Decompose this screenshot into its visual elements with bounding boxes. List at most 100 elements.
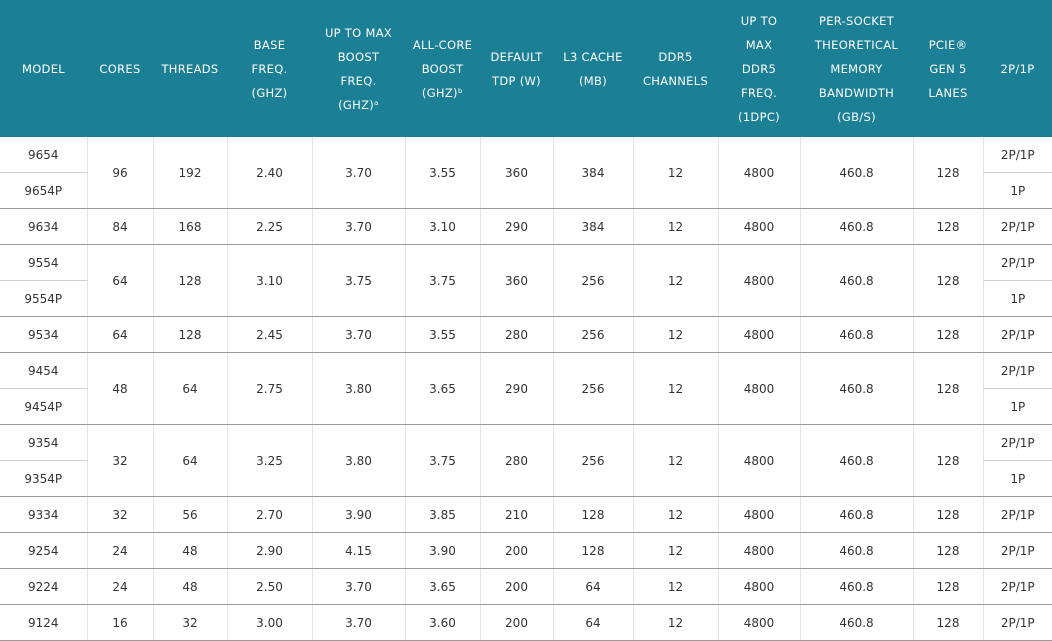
spec-cell: 3.55 [404, 137, 480, 209]
spec-cell: 84 [86, 208, 153, 245]
spec-cell: 48 [152, 532, 227, 569]
spec-cell: 3.70 [311, 208, 405, 245]
spec-cell: 384 [552, 208, 633, 245]
spec-cell: 64 [86, 316, 153, 353]
spec-cell: 3.85 [404, 496, 480, 533]
header-line: (GHZ) [251, 85, 288, 100]
spec-cell: 32 [152, 604, 227, 641]
column-header: UP TO MAX BOOST FREQ. (GHZ)ᵃ [312, 0, 405, 137]
spec-cell: 48 [86, 352, 153, 425]
header-line: UP TO [740, 13, 778, 28]
spec-cell: 290 [479, 352, 553, 425]
model-cell: 9654P [0, 172, 87, 209]
model-cell: 9454 [0, 352, 87, 389]
spec-cell: 128 [552, 496, 633, 533]
spec-cell: 12 [632, 604, 718, 641]
spec-cell: 3.90 [311, 496, 405, 533]
column-header: MODEL [0, 0, 87, 137]
table-row: 9124 16 32 3.00 3.70 3.60 200 64 12 4800 460.8 128 2… [0, 604, 1052, 641]
spec-cell: 4800 [717, 208, 800, 245]
spec-cell: 3.65 [404, 352, 480, 425]
spec-cell: 210 [479, 496, 553, 533]
spec-cell: 256 [552, 244, 633, 317]
table-row: 9454 48 64 2.75 3.80 3.65 290 256 12 4800 460.8 128… [0, 352, 1052, 425]
spec-cell: 12 [632, 496, 718, 533]
column-header: BASE FREQ. (GHZ) [227, 0, 312, 137]
spec-cell: 3.75 [404, 244, 480, 317]
spec-cell: 16 [86, 604, 153, 641]
spec-cell: 128 [552, 532, 633, 569]
spec-cell: 96 [86, 137, 153, 209]
header-line: PCIE® [928, 37, 968, 52]
spec-cell: 460.8 [799, 137, 913, 209]
spec-cell: 4800 [717, 424, 800, 497]
spec-cell: 3.10 [226, 244, 312, 317]
table-row: 9654P 1P [0, 172, 1052, 209]
spec-cell: 460.8 [799, 532, 913, 569]
spec-cell: 4800 [717, 137, 800, 209]
header-line: FREQ. [251, 61, 288, 76]
spec-cell: 48 [152, 568, 227, 605]
header-line: BOOST [337, 49, 380, 64]
spec-cell: 4800 [717, 352, 800, 425]
spec-cell: 460.8 [799, 208, 913, 245]
spec-cell: 200 [479, 568, 553, 605]
table-row: 9224 24 48 2.50 3.70 3.65 200 64 12 4800 460.8 128 2… [0, 568, 1052, 605]
platform-cell: 2P/1P [982, 496, 1052, 533]
header-line: DDR5 [741, 61, 777, 76]
model-cell: 9354P [0, 460, 87, 497]
spec-cell: 128 [912, 496, 983, 533]
spec-cell: 128 [912, 568, 983, 605]
table-row: 9254 24 48 2.90 4.15 3.90 200 128 12 4800 460.8 128… [0, 532, 1052, 569]
spec-cell: 460.8 [799, 568, 913, 605]
spec-cell: 4800 [717, 604, 800, 641]
model-cell: 9354 [0, 424, 87, 461]
table-body: 9654 96 192 2.40 3.70 3.55 360 384 12 4800 460.8 12… [0, 137, 1052, 641]
table-row: 9634 84 168 2.25 3.70 3.10 290 384 12 4800 460.8 12… [0, 208, 1052, 245]
table-row: 9354 32 64 3.25 3.80 3.75 280 256 12 4800 460.8 128… [0, 424, 1052, 497]
table-row: 9554P 1P [0, 280, 1052, 317]
table-row: 9534 64 128 2.45 3.70 3.55 280 256 12 4800 460.8 12… [0, 316, 1052, 353]
spec-cell: 3.75 [404, 424, 480, 497]
spec-cell: 256 [552, 352, 633, 425]
column-header: UP TO MAX DDR5 FREQ. (1DPC) [718, 0, 800, 137]
spec-cell: 3.00 [226, 604, 312, 641]
spec-cell: 24 [86, 532, 153, 569]
spec-cell: 4800 [717, 568, 800, 605]
column-header: ALL-CORE BOOST (GHZ)ᵇ [405, 0, 480, 137]
spec-cell: 360 [479, 244, 553, 317]
spec-cell: 200 [479, 532, 553, 569]
table-row: 9654 96 192 2.40 3.70 3.55 360 384 12 4800 460.8 12… [0, 137, 1052, 209]
model-cell: 9124 [0, 604, 87, 641]
spec-cell: 460.8 [799, 604, 913, 641]
spec-cell: 64 [152, 424, 227, 497]
spec-cell: 64 [552, 568, 633, 605]
spec-cell: 128 [912, 137, 983, 209]
spec-cell: 384 [552, 137, 633, 209]
platform-cell: 2P/1P [982, 604, 1052, 641]
model-cell: 9254 [0, 532, 87, 569]
header-line: MODEL [21, 61, 65, 76]
spec-cell: 12 [632, 316, 718, 353]
spec-cell: 2.75 [226, 352, 312, 425]
table-row: 9334 32 56 2.70 3.90 3.85 210 128 12 4800 460.8 128… [0, 496, 1052, 533]
spec-cell: 200 [479, 604, 553, 641]
spec-cell: 128 [912, 604, 983, 641]
header-line: MAX [745, 37, 773, 52]
platform-cell: 1P [982, 280, 1052, 317]
header-line: CORES [99, 61, 141, 76]
model-cell: 9454P [0, 388, 87, 425]
table-row: 9554 64 128 3.10 3.75 3.75 360 256 12 4800 460.8 12… [0, 244, 1052, 317]
spec-cell: 3.55 [404, 316, 480, 353]
header-line: ALL-CORE [412, 37, 473, 52]
header-line: BOOST [421, 61, 464, 76]
header-line: THREADS [161, 61, 219, 76]
spec-cell: 3.10 [404, 208, 480, 245]
spec-cell: 3.70 [311, 604, 405, 641]
table-row: 9454P 1P [0, 388, 1052, 425]
spec-cell: 3.70 [311, 568, 405, 605]
spec-cell: 3.25 [226, 424, 312, 497]
spec-cell: 56 [152, 496, 227, 533]
spec-cell: 64 [552, 604, 633, 641]
